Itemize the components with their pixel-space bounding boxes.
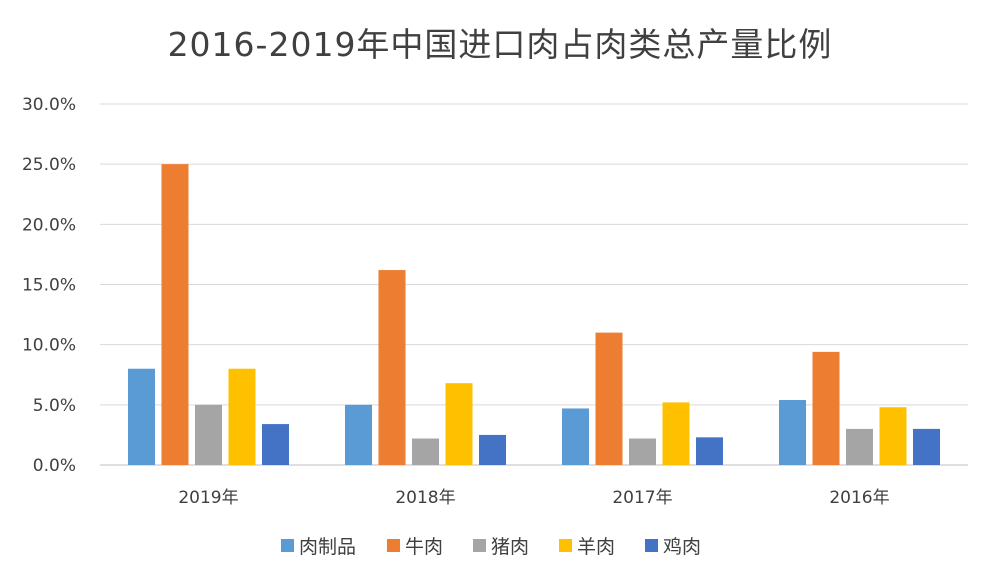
y-tick-label: 30.0% [22,95,76,115]
legend-swatch [559,539,572,552]
bar [445,383,473,465]
bar [913,428,940,465]
bar [195,404,222,465]
legend-swatch [387,539,400,552]
y-tick-label: 5.0% [33,396,76,416]
legend-swatch [281,539,294,552]
bar [696,437,723,465]
bar [345,404,372,465]
bar [412,438,439,465]
bar [562,408,589,465]
x-tick-label: 2016年 [829,488,889,508]
y-tick-label: 15.0% [22,276,76,296]
legend-swatch [473,539,486,552]
legend-label: 羊肉 [577,536,615,558]
legend-label: 牛肉 [405,536,443,558]
y-tick-label: 20.0% [22,215,76,235]
bar [262,424,289,465]
legend-label: 鸡肉 [663,536,701,558]
bar [879,407,907,465]
bar [779,400,806,465]
bar [128,368,155,465]
bar [629,438,656,465]
legend-swatch [645,539,658,552]
y-tick-label: 10.0% [22,336,76,356]
bar [228,368,256,465]
y-tick-label: 25.0% [22,155,76,175]
legend-label: 猪肉 [491,536,529,558]
x-tick-label: 2017年 [612,488,672,508]
y-tick-label: 0.0% [33,456,76,476]
bar [378,270,406,465]
x-tick-label: 2019年 [178,488,238,508]
bar [595,332,623,465]
bar [662,402,690,465]
x-tick-label: 2018年 [395,488,455,508]
legend-label: 肉制品 [299,536,356,558]
bar [846,428,873,465]
bar [812,351,840,465]
chart-title: 2016-2019年中国进口肉占肉类总产量比例 [167,25,833,64]
bar [479,434,506,465]
bar [161,164,189,465]
